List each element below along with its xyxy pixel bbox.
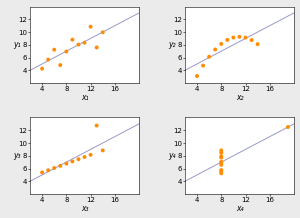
Point [219,155,224,158]
Point [64,50,69,53]
Y-axis label: y₃: y₃ [13,151,21,160]
Point [219,160,224,164]
Point [46,169,51,172]
Point [94,46,99,49]
X-axis label: x₄: x₄ [236,204,243,213]
Point [70,160,75,163]
Point [255,43,260,46]
Y-axis label: y₂: y₂ [168,40,176,49]
Point [94,124,99,127]
Point [64,162,69,165]
X-axis label: x₁: x₁ [81,93,88,102]
Point [76,43,81,46]
Point [58,63,63,67]
Point [219,170,224,173]
Point [195,74,200,78]
Point [70,38,75,41]
Point [219,168,224,172]
Point [52,166,57,170]
Point [207,55,212,58]
Point [88,25,93,28]
Point [100,31,105,34]
Y-axis label: y₄: y₄ [168,151,176,160]
Point [76,157,81,161]
Point [213,48,218,51]
Point [46,58,51,61]
Point [88,153,93,157]
X-axis label: x₃: x₃ [81,204,88,213]
Point [231,36,236,39]
Point [219,156,224,159]
Y-axis label: y₁: y₁ [13,40,21,49]
Point [225,38,230,42]
Point [219,151,224,155]
Point [82,41,87,44]
Point [100,149,105,152]
Point [201,64,206,67]
Point [58,164,63,168]
Point [40,67,44,70]
Point [52,48,57,51]
Point [219,42,224,46]
Point [219,161,224,165]
Point [40,171,44,174]
X-axis label: x₂: x₂ [236,93,243,102]
Point [219,172,224,175]
Point [249,38,254,42]
Point [82,155,87,159]
Point [219,163,224,167]
Point [237,35,242,39]
Point [219,149,224,152]
Point [243,36,248,39]
Point [286,125,290,129]
